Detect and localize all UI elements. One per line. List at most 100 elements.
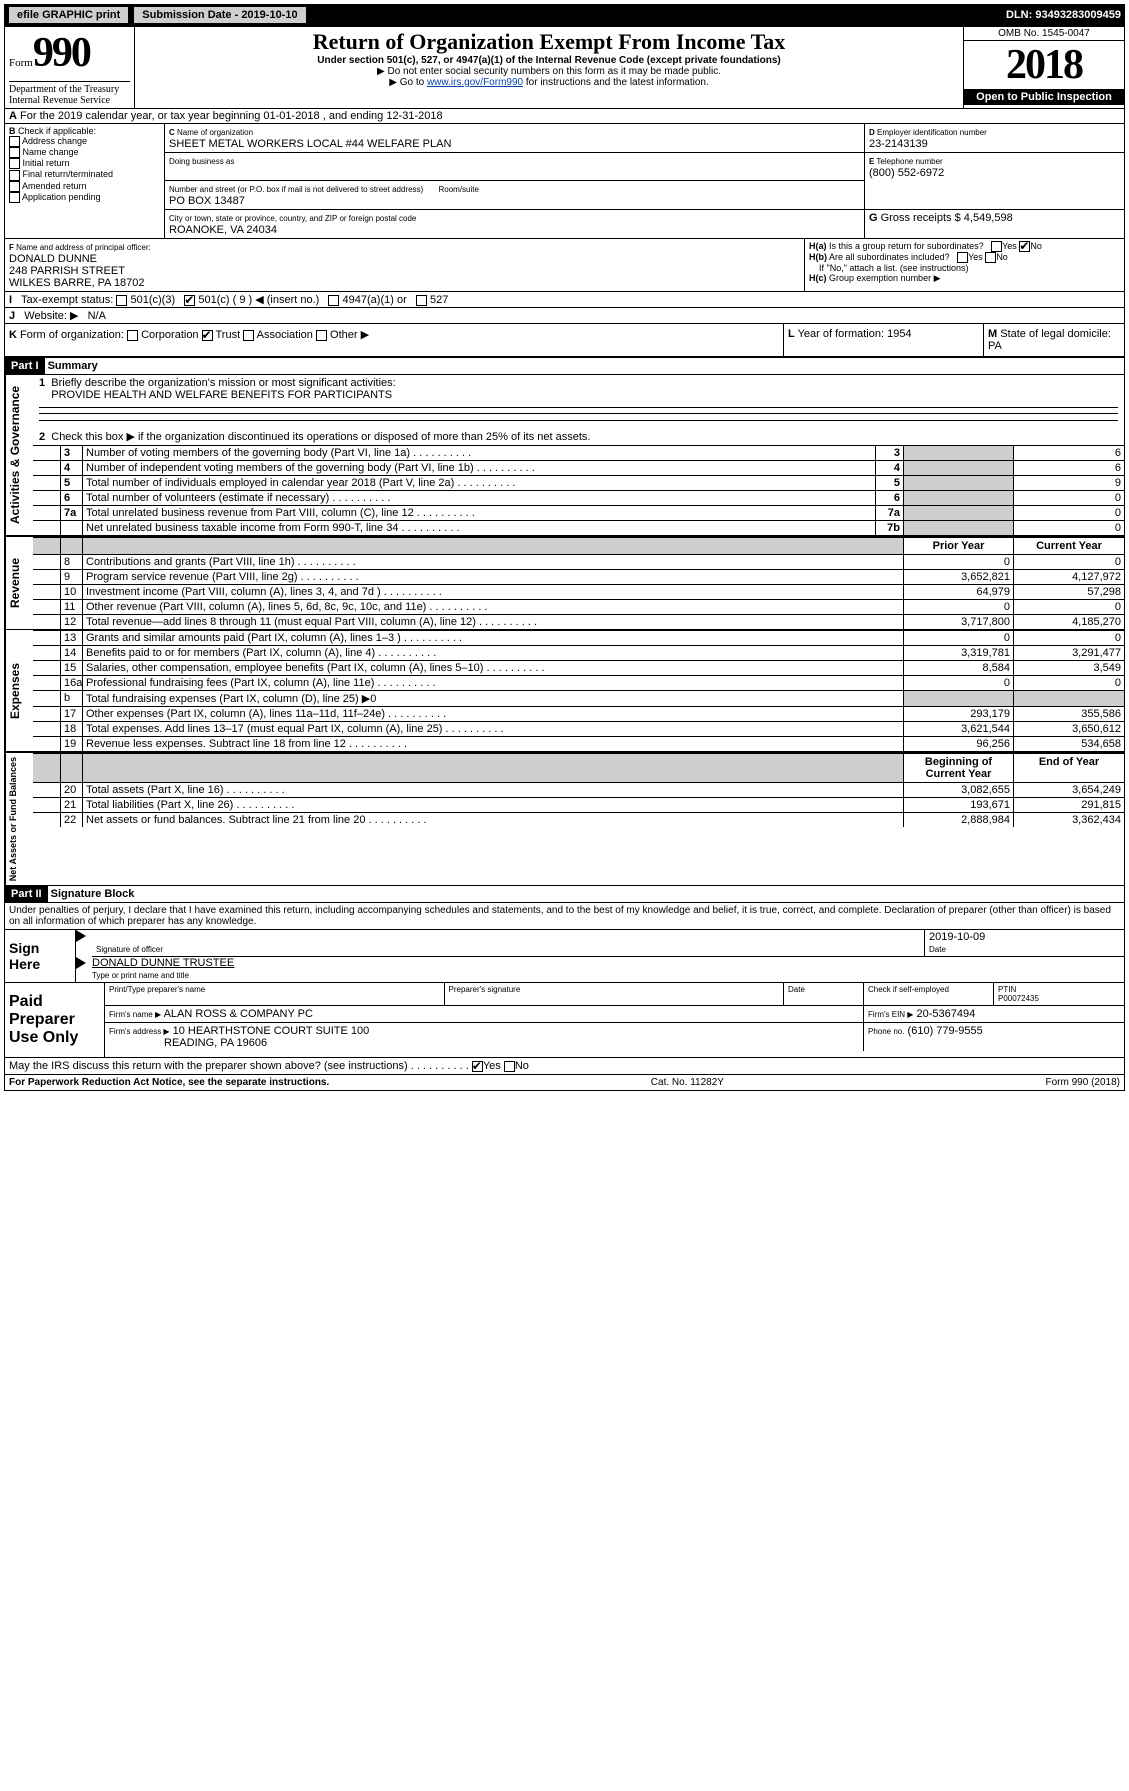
final-return-checkbox[interactable] bbox=[9, 170, 20, 181]
efile-button[interactable]: efile GRAPHIC print bbox=[8, 6, 129, 24]
application-pending-checkbox[interactable] bbox=[9, 192, 20, 203]
501c-checkbox[interactable] bbox=[184, 295, 195, 306]
netassets-section: Net Assets or Fund Balances Beginning of… bbox=[5, 751, 1124, 885]
governance-label: Activities & Governance bbox=[5, 375, 33, 535]
org-name-label: Name of organization bbox=[177, 128, 253, 137]
footer-mid: Cat. No. 11282Y bbox=[651, 1077, 724, 1088]
hb-yes-checkbox[interactable] bbox=[957, 252, 968, 263]
hb-no-checkbox[interactable] bbox=[985, 252, 996, 263]
other-checkbox[interactable] bbox=[316, 330, 327, 341]
typed-name: DONALD DUNNE TRUSTEE bbox=[92, 957, 234, 969]
form-header: Form990 Department of the Treasury Inter… bbox=[5, 27, 1124, 109]
line-a: A For the 2019 calendar year, or tax yea… bbox=[5, 109, 1124, 124]
4947-checkbox[interactable] bbox=[328, 295, 339, 306]
summary-line: 13Grants and similar amounts paid (Part … bbox=[33, 630, 1124, 645]
current-year-header: Current Year bbox=[1014, 538, 1124, 554]
footer-right: Form 990 (2018) bbox=[1046, 1077, 1120, 1088]
subtitle-2: ▶ Do not enter social security numbers o… bbox=[139, 66, 959, 77]
section-b-c: B Check if applicable: Address change Na… bbox=[5, 124, 1124, 239]
mission-text: PROVIDE HEALTH AND WELFARE BENEFITS FOR … bbox=[51, 389, 392, 401]
summary-line: 6Total number of volunteers (estimate if… bbox=[33, 490, 1124, 505]
sig-date-value: 2019-10-09 bbox=[929, 931, 985, 943]
arrow-icon bbox=[76, 930, 86, 942]
ptin-value: P00072435 bbox=[998, 994, 1039, 1003]
summary-line: 11Other revenue (Part VIII, column (A), … bbox=[33, 599, 1124, 614]
subtitle-1: Under section 501(c), 527, or 4947(a)(1)… bbox=[139, 55, 959, 66]
firm-ein-value: 20-5367494 bbox=[917, 1008, 976, 1020]
dba-label: Doing business as bbox=[169, 157, 234, 166]
preparer-date-header: Date bbox=[784, 983, 864, 1005]
expenses-label: Expenses bbox=[5, 630, 33, 751]
preparer-sig-header: Preparer's signature bbox=[445, 983, 785, 1005]
sig-officer-label: Signature of officer bbox=[96, 945, 163, 954]
summary-line: 12Total revenue—add lines 8 through 11 (… bbox=[33, 614, 1124, 629]
summary-line: 19Revenue less expenses. Subtract line 1… bbox=[33, 736, 1124, 751]
firm-name-label: Firm's name ▶ bbox=[109, 1010, 161, 1019]
summary-line: 16aProfessional fundraising fees (Part I… bbox=[33, 675, 1124, 690]
group-return-label: Is this a group return for subordinates? bbox=[829, 241, 984, 251]
line-k-l-m: K Form of organization: Corporation Trus… bbox=[5, 324, 1124, 357]
summary-line: 20Total assets (Part X, line 16)3,082,65… bbox=[33, 782, 1124, 797]
assoc-checkbox[interactable] bbox=[243, 330, 254, 341]
summary-line: 15Salaries, other compensation, employee… bbox=[33, 660, 1124, 675]
omb-number: OMB No. 1545-0047 bbox=[964, 27, 1124, 41]
section-f-h: F Name and address of principal officer:… bbox=[5, 239, 1124, 292]
form-title: Return of Organization Exempt From Incom… bbox=[139, 29, 959, 55]
summary-line: 17Other expenses (Part IX, column (A), l… bbox=[33, 706, 1124, 721]
firm-phone-value: (610) 779-9555 bbox=[908, 1025, 983, 1037]
ein-label: Employer identification number bbox=[877, 128, 987, 137]
firm-phone-label: Phone no. bbox=[868, 1027, 904, 1036]
instructions-link[interactable]: www.irs.gov/Form990 bbox=[427, 77, 523, 88]
discuss-no-checkbox[interactable] bbox=[504, 1061, 515, 1072]
line-j: J Website: ▶ N/A bbox=[5, 308, 1124, 324]
officer-addr2: WILKES BARRE, PA 18702 bbox=[9, 277, 145, 289]
form-word: Form bbox=[9, 57, 33, 69]
firm-addr-label: Firm's address ▶ bbox=[109, 1027, 170, 1036]
officer-name: DONALD DUNNE bbox=[9, 253, 97, 265]
governance-section: Activities & Governance 1 Briefly descri… bbox=[5, 375, 1124, 535]
name-change-checkbox[interactable] bbox=[9, 147, 20, 158]
firm-name-value: ALAN ROSS & COMPANY PC bbox=[164, 1008, 313, 1020]
footer: For Paperwork Reduction Act Notice, see … bbox=[5, 1074, 1124, 1090]
gross-receipts-value: 4,549,598 bbox=[964, 212, 1013, 224]
line-i: I Tax-exempt status: 501(c)(3) 501(c) ( … bbox=[5, 292, 1124, 308]
ha-no-checkbox[interactable] bbox=[1019, 241, 1030, 252]
website-value: N/A bbox=[88, 310, 106, 322]
summary-line: 14Benefits paid to or for members (Part … bbox=[33, 645, 1124, 660]
initial-return-checkbox[interactable] bbox=[9, 158, 20, 169]
sign-here-label: Sign Here bbox=[5, 930, 75, 982]
arrow-icon bbox=[76, 957, 86, 969]
amended-return-checkbox[interactable] bbox=[9, 181, 20, 192]
part-1-header: Part I Summary bbox=[5, 357, 1124, 375]
addr-label: Number and street (or P.O. box if mail i… bbox=[169, 185, 423, 194]
address-change-checkbox[interactable] bbox=[9, 136, 20, 147]
revenue-label: Revenue bbox=[5, 537, 33, 629]
501c3-checkbox[interactable] bbox=[116, 295, 127, 306]
corp-checkbox[interactable] bbox=[127, 330, 138, 341]
submission-date-button[interactable]: Submission Date - 2019-10-10 bbox=[133, 6, 306, 24]
org-name: SHEET METAL WORKERS LOCAL #44 WELFARE PL… bbox=[169, 138, 451, 150]
paid-preparer-block: Paid Preparer Use Only Print/Type prepar… bbox=[5, 983, 1124, 1058]
gross-receipts-label: Gross receipts $ bbox=[881, 212, 961, 224]
summary-line: Net unrelated business taxable income fr… bbox=[33, 520, 1124, 535]
year-formation: 1954 bbox=[887, 328, 911, 340]
527-checkbox[interactable] bbox=[416, 295, 427, 306]
check-applicable-label: Check if applicable: bbox=[18, 126, 96, 136]
summary-line: 3Number of voting members of the governi… bbox=[33, 445, 1124, 460]
dln-label: DLN: 93493283009459 bbox=[1006, 9, 1121, 21]
perjury-text: Under penalties of perjury, I declare th… bbox=[5, 903, 1124, 929]
summary-line: 5Total number of individuals employed in… bbox=[33, 475, 1124, 490]
discuss-yes-checkbox[interactable] bbox=[472, 1061, 483, 1072]
trust-checkbox[interactable] bbox=[202, 330, 213, 341]
city-value: ROANOKE, VA 24034 bbox=[169, 224, 277, 236]
tax-year: 2018 bbox=[964, 41, 1124, 89]
summary-line: 7aTotal unrelated business revenue from … bbox=[33, 505, 1124, 520]
netassets-label: Net Assets or Fund Balances bbox=[5, 753, 33, 885]
subtitle-3: ▶ Go to www.irs.gov/Form990 for instruct… bbox=[139, 77, 959, 88]
ein-value: 23-2143139 bbox=[869, 138, 928, 150]
ha-yes-checkbox[interactable] bbox=[991, 241, 1002, 252]
open-inspection: Open to Public Inspection bbox=[964, 89, 1124, 105]
summary-line: 9Program service revenue (Part VIII, lin… bbox=[33, 569, 1124, 584]
form-number: 990 bbox=[33, 30, 90, 76]
firm-ein-label: Firm's EIN ▶ bbox=[868, 1010, 913, 1019]
